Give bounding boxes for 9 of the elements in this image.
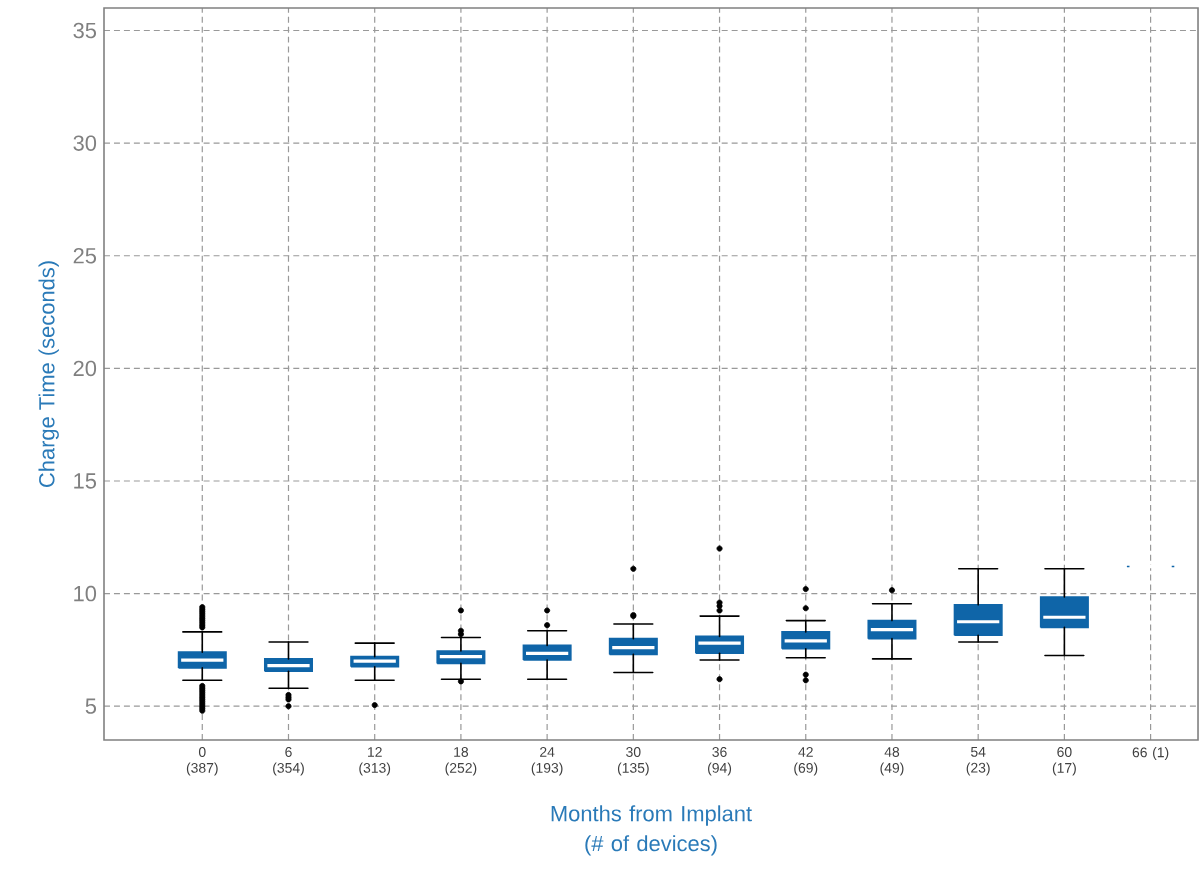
- x-axis-title: Months from Implant (# of devices): [551, 805, 752, 856]
- y-tick-label: 5: [85, 698, 97, 714]
- y-tick-label: 25: [73, 248, 97, 264]
- y-tick-label: 15: [74, 473, 97, 489]
- y-tick-label: 20: [73, 360, 97, 377]
- y-tick-label: 10: [74, 585, 97, 602]
- y-tick-label: 30: [73, 135, 97, 151]
- y-axis-title: Charge Time (seconds): [38, 261, 59, 487]
- y-tick-label: 35: [73, 22, 97, 39]
